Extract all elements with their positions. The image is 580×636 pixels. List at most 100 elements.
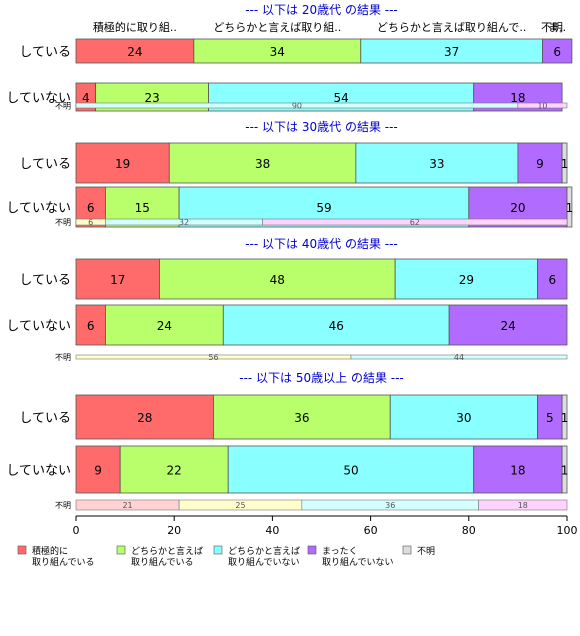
data-label: 28 [137,411,152,425]
legend-swatch [213,545,223,555]
x-tick-label: 0 [73,524,80,537]
bar-segment [355,142,519,184]
legend-label: まったく [322,546,358,557]
data-label: 6 [87,319,95,333]
data-label: 9 [536,157,544,171]
unknown-value: 62 [410,218,420,227]
unknown-value: 10 [537,102,547,111]
data-label: 30 [456,411,471,425]
bar-segment [75,445,121,494]
panel-title-3: --- 以下は 50歳以上 の結果 --- [239,371,404,385]
legend-label: 取り組んでいない [322,556,394,568]
data-label: 54 [333,91,348,105]
legend-label: 不明 [417,546,435,557]
unknown-value: 6 [88,218,93,227]
data-label: 1 [561,464,569,478]
unknown-value: 25 [235,501,245,510]
panel-title-2: --- 以下は 40歳代 の結果 --- [245,237,398,251]
row-label: している [19,273,71,288]
legend-swatch [402,545,412,555]
data-label: 48 [270,273,285,287]
bar-segment [75,142,170,184]
data-label: 5 [546,411,554,425]
row-label: していない [6,464,71,479]
row-label: していない [6,319,71,334]
data-label: 6 [548,273,556,287]
bar-segment [537,394,563,440]
data-label: 9 [94,464,102,478]
unknown-segment [517,102,568,109]
header-label-0: 積極的に取り組.. [93,20,177,34]
legend-label: 取り組んでいない [228,556,300,568]
bar-segment [227,445,475,494]
bar-segment [159,258,396,300]
x-tick-label: 80 [462,524,476,537]
data-label: 34 [270,45,285,59]
data-label: 33 [429,157,444,171]
x-tick-label: 40 [265,524,279,537]
header-label-3: ま.. [548,21,566,34]
data-label: 59 [316,201,331,215]
bar-segment [75,394,214,440]
legend-label: どちらかと言えば [131,545,203,557]
unknown-value: 36 [385,501,395,510]
legend-swatch [116,545,126,555]
data-label: 19 [115,157,130,171]
header-label-1: どちらかと言えば取り組.. [213,21,341,34]
row-label: している [19,45,71,60]
bar-segment [193,38,362,64]
data-label: 1 [561,157,569,171]
bar-segment [473,445,563,494]
data-label: 17 [110,273,125,287]
data-label: 4 [82,91,90,105]
row-label: していない [6,201,71,216]
data-label: 1 [561,411,569,425]
bar-segment [119,445,229,494]
bar-segment [75,304,106,346]
data-label: 29 [459,273,474,287]
x-tick-label: 60 [364,524,378,537]
bar-segment [542,38,573,64]
data-label: 24 [157,319,172,333]
unknown-value: 90 [292,102,302,111]
data-label: 15 [135,201,150,215]
legend-label: どちらかと言えば [228,545,300,557]
data-label: 18 [510,464,525,478]
bar-segment [517,142,563,184]
legend-label: 積極的に [32,545,68,557]
unknown-value: 44 [454,353,464,362]
unknown-segment [262,218,568,226]
bar-segment [561,142,568,184]
unknown-label: 不明 [55,501,71,510]
legend-swatch [307,545,317,555]
bar-segment [566,186,573,228]
data-label: 20 [510,201,525,215]
unknown-value: 18 [518,501,528,510]
data-label: 24 [127,45,142,59]
unknown-value: 21 [122,501,132,510]
data-label: 24 [500,319,515,333]
x-tick-label: 20 [167,524,181,537]
data-label: 6 [553,45,561,59]
bar-segment [561,445,568,494]
unknown-label: 不明 [55,102,71,111]
data-label: 37 [444,45,459,59]
legend-swatch [17,545,27,555]
bar-segment [561,394,568,440]
data-label: 6 [87,201,95,215]
data-label: 36 [294,411,309,425]
data-label: 50 [343,464,358,478]
legend-label: 取り組んでいる [32,556,95,568]
row-label: している [19,411,71,426]
data-label: 46 [329,319,344,333]
data-label: 22 [167,464,182,478]
bar-segment [448,304,568,346]
x-tick-label: 100 [557,524,578,537]
data-label: 38 [255,157,270,171]
data-label: 18 [510,91,525,105]
bar-segment [168,142,357,184]
unknown-label: 不明 [55,353,71,362]
header-label-4: 不明 [541,21,563,34]
data-label: 23 [144,91,159,105]
